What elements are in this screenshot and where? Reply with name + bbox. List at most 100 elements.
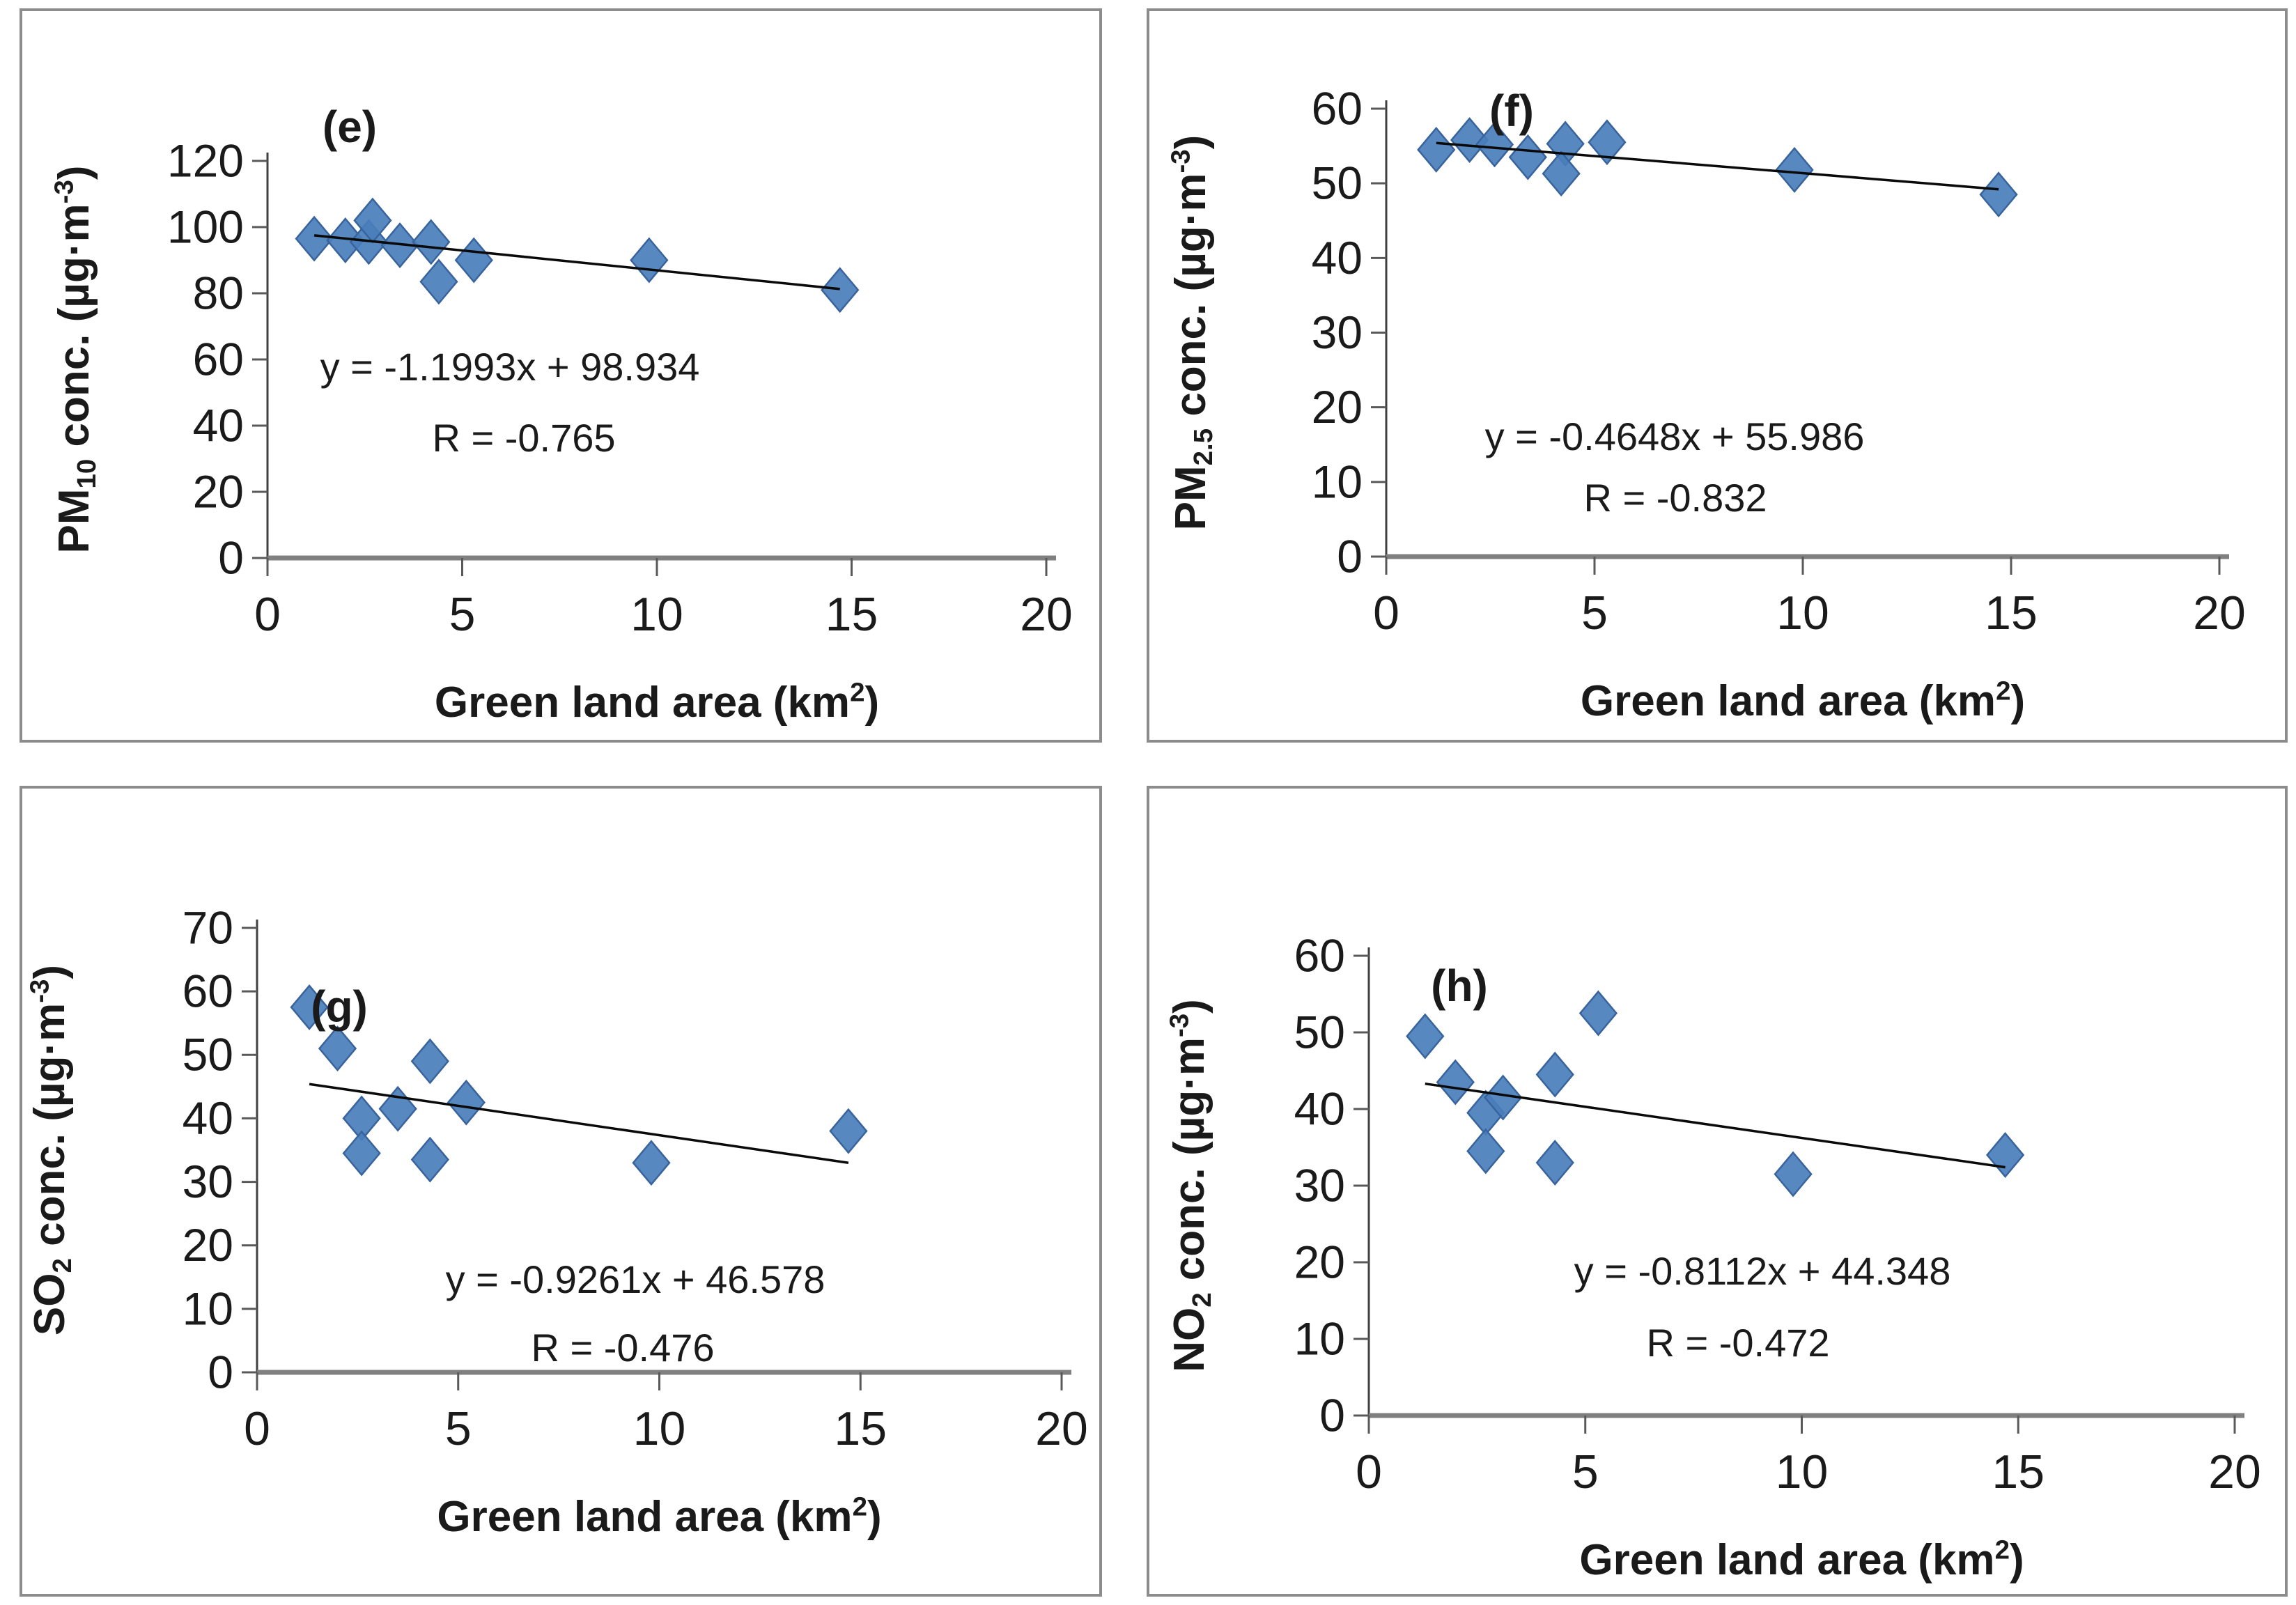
y-tick-label: 0 [218, 532, 244, 583]
trendline [313, 234, 840, 290]
equation-label: y = -0.4648x + 55.986 [1485, 414, 1865, 458]
data-point [447, 1079, 486, 1126]
y-tick-label: 60 [193, 333, 244, 385]
trendline [1436, 141, 1999, 191]
y-tick-label: 60 [183, 966, 233, 1017]
y-tick-label: 50 [183, 1029, 233, 1080]
x-tick-label: 0 [1356, 1445, 1382, 1498]
data-point [1979, 171, 2018, 218]
data-point [1450, 117, 1489, 163]
data-point [829, 1108, 868, 1154]
y-tick-label: 30 [1312, 307, 1363, 358]
x-axis-title: Green land area (km2) [1581, 676, 2025, 725]
y-tick-label: 80 [193, 267, 244, 318]
data-point [1774, 1151, 1813, 1197]
data-point [1578, 990, 1618, 1037]
x-tick-label: 20 [1035, 1402, 1088, 1455]
y-tick-label: 0 [1319, 1389, 1345, 1441]
panel-letter: (f) [1489, 86, 1534, 136]
correlation-label: R = -0.476 [531, 1326, 714, 1370]
x-tick-label: 15 [1985, 587, 2038, 639]
x-tick-label: 5 [1581, 587, 1608, 639]
data-point [1508, 134, 1547, 180]
y-tick-label: 10 [1312, 456, 1363, 507]
x-tick-label: 0 [254, 588, 281, 641]
y-tick-label: 20 [1294, 1236, 1345, 1287]
data-point [1775, 146, 1814, 193]
data-point [630, 237, 669, 284]
x-tick-label: 20 [2193, 587, 2246, 639]
x-tick-label: 5 [449, 588, 476, 641]
trendline [1425, 1082, 2006, 1169]
data-point [1535, 1051, 1574, 1098]
data-point [1406, 1013, 1445, 1060]
scatter-chart: 0 10 20 30 40 50 60 70 0 5 10 15 20 (g) y = -0.9261x +… [25, 901, 1088, 1541]
x-tick-label: 20 [1020, 588, 1073, 641]
y-tick-label: 0 [208, 1346, 233, 1397]
x-tick-label: 0 [1373, 587, 1399, 639]
y-tick-label: 30 [183, 1156, 233, 1207]
scatter-chart: 0 20 40 60 80 100 120 0 5 10 15 20 (e) y = -1.1993x +… [49, 102, 1073, 727]
panel-letter: (e) [323, 102, 377, 152]
y-tick-label: 50 [1294, 1006, 1345, 1057]
x-axis-title: Green land area (km2) [437, 1492, 881, 1541]
data-point [1985, 1132, 2025, 1178]
y-tick-label: 120 [167, 134, 244, 186]
y-tick-label: 10 [183, 1282, 233, 1334]
data-point [410, 1136, 449, 1183]
data-point [1484, 1074, 1523, 1121]
data-point [1466, 1128, 1505, 1174]
x-tick-label: 15 [1992, 1445, 2045, 1498]
data-point [821, 267, 860, 313]
x-tick-label: 10 [630, 588, 683, 641]
y-tick-label: 40 [1312, 232, 1363, 284]
equation-label: y = -0.8112x + 44.348 [1574, 1249, 1951, 1293]
y-tick-label: 20 [193, 465, 244, 517]
x-axis-title: Green land area (km2) [435, 678, 879, 727]
data-point [342, 1130, 381, 1177]
y-tick-label: 30 [1294, 1159, 1345, 1211]
data-point [1417, 126, 1456, 173]
y-axis-title: PM2.5 conc. (µg·m-3) [1166, 135, 1218, 531]
panel-letter: (g) [311, 982, 368, 1032]
data-point [1475, 121, 1514, 168]
equation-label: y = -1.1993x + 98.934 [320, 345, 700, 389]
y-tick-label: 10 [1294, 1312, 1345, 1364]
data-point [1542, 150, 1581, 197]
data-point [632, 1140, 671, 1186]
y-axis-title: SO2 conc. (µg·m-3) [25, 965, 77, 1335]
y-tick-label: 50 [1312, 157, 1363, 209]
y-tick-label: 40 [1294, 1083, 1345, 1134]
x-tick-label: 20 [2208, 1445, 2261, 1498]
x-tick-label: 5 [1572, 1445, 1599, 1498]
panel-letter: (h) [1431, 961, 1488, 1011]
y-tick-label: 60 [1312, 82, 1363, 134]
x-tick-label: 10 [1776, 587, 1829, 639]
y-tick-label: 40 [193, 399, 244, 451]
y-tick-label: 100 [167, 201, 244, 252]
x-tick-label: 5 [445, 1402, 472, 1455]
data-point [412, 219, 451, 265]
panel-h: 0 10 20 30 40 50 60 0 5 10 15 20 (h) y = -0.8112x + 4… [1147, 786, 2288, 1597]
y-tick-label: 0 [1337, 530, 1363, 582]
data-point [290, 984, 329, 1030]
data-point [295, 215, 334, 262]
data-point [454, 237, 493, 284]
x-tick-label: 10 [1776, 1445, 1829, 1498]
y-tick-label: 60 [1294, 929, 1345, 981]
data-point [318, 1025, 357, 1072]
panel-e: 0 20 40 60 80 100 120 0 5 10 15 20 (e) y = -1.1993x +… [20, 8, 1102, 743]
correlation-label: R = -0.472 [1646, 1321, 1829, 1365]
panel-g: 0 10 20 30 40 50 60 70 0 5 10 15 20 (g) y = -0.9261x +… [20, 786, 1102, 1597]
data-point [1588, 119, 1627, 166]
x-tick-label: 15 [825, 588, 878, 641]
correlation-label: R = -0.765 [432, 416, 615, 460]
y-axis-title: NO2 conc. (µg·m-3) [1165, 999, 1217, 1372]
correlation-label: R = -0.832 [1583, 476, 1767, 520]
data-point [1535, 1140, 1574, 1186]
y-tick-label: 40 [183, 1092, 233, 1144]
scatter-chart: 0 10 20 30 40 50 60 0 5 10 15 20 (f) y = -0.4648x + 5… [1166, 82, 2246, 725]
trendline [309, 1083, 849, 1164]
x-tick-label: 10 [633, 1402, 686, 1455]
